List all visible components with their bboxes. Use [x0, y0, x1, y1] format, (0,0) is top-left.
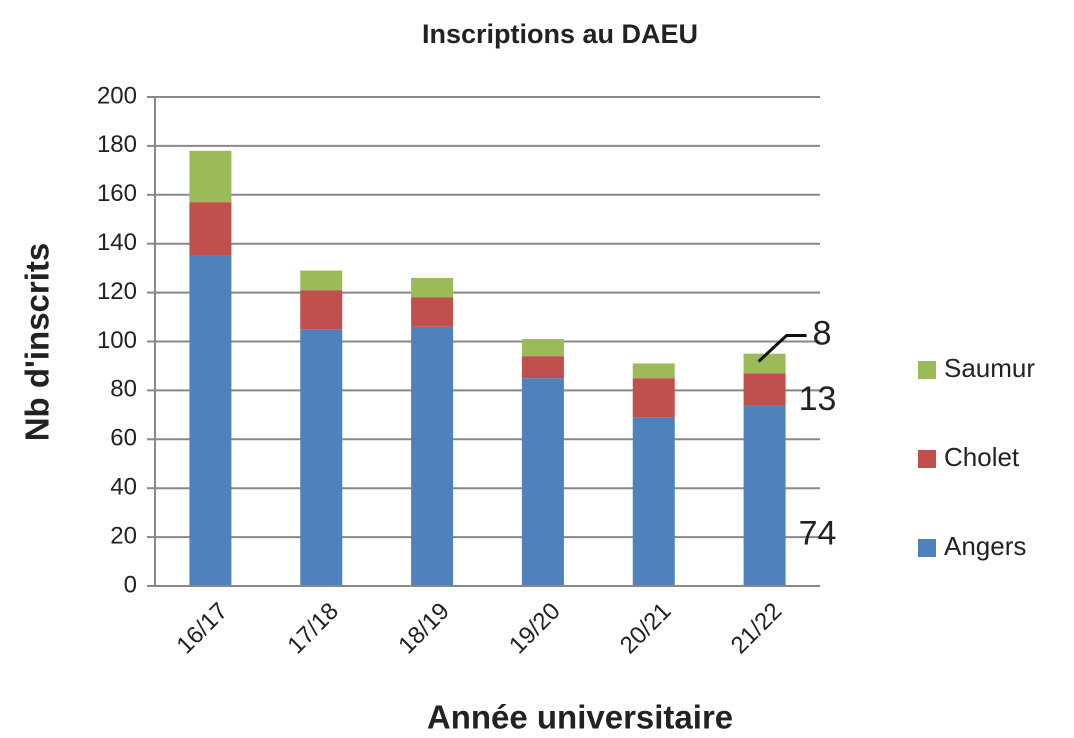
leader-line: [757, 334, 807, 363]
bar-segment: [632, 417, 675, 586]
y-tick-label: 60: [110, 425, 137, 452]
bar-segment: [189, 255, 232, 587]
legend-label: Angers: [944, 531, 1026, 561]
y-tick-label: 100: [97, 327, 137, 354]
bar-segment: [300, 270, 343, 291]
legend-swatch: [918, 361, 936, 379]
y-tick-label: 180: [97, 131, 137, 158]
bar-segment: [521, 356, 564, 379]
legend-label: Cholet: [944, 442, 1020, 472]
y-tick-label: 140: [97, 229, 137, 256]
x-tick-label: 16/17: [172, 598, 234, 660]
y-axis-title: Nb d'inscrits: [19, 243, 56, 442]
data-label: 74: [799, 515, 837, 553]
bar-segment: [521, 339, 564, 357]
x-tick-label: 18/19: [393, 598, 455, 660]
bar-segment: [521, 378, 564, 586]
bar-segment: [189, 202, 232, 256]
y-tick-label: 120: [97, 278, 137, 305]
bar-segment: [632, 363, 675, 379]
legend-label: Saumur: [944, 353, 1035, 383]
y-tick-label: 80: [110, 376, 137, 403]
x-tick-label: 17/18: [282, 598, 344, 660]
bar-segment: [411, 326, 454, 586]
data-label: 8: [813, 314, 832, 352]
legend-swatch: [918, 539, 936, 557]
y-tick-label: 20: [110, 522, 137, 549]
bar-segment: [743, 373, 786, 406]
y-tick-label: 200: [97, 82, 137, 109]
bar-segment: [300, 329, 343, 586]
bar-segment: [743, 405, 786, 586]
legend-swatch: [918, 450, 936, 468]
data-label: 13: [799, 380, 837, 418]
y-tick-label: 40: [110, 474, 137, 501]
bar-segment: [411, 277, 454, 298]
bar-segment: [743, 353, 786, 374]
x-axis-title: Année universitaire: [427, 699, 733, 736]
bar-segment: [189, 150, 232, 203]
x-tick-label: 21/22: [726, 598, 788, 660]
bar-segment: [632, 378, 675, 418]
y-tick-label: 0: [124, 571, 137, 598]
chart-title: Inscriptions au DAEU: [422, 19, 698, 49]
y-tick-label: 160: [97, 180, 137, 207]
x-tick-label: 20/21: [615, 598, 677, 660]
x-tick-label: 19/20: [504, 598, 566, 660]
bar-segment: [411, 297, 454, 327]
bar-segment: [300, 290, 343, 330]
